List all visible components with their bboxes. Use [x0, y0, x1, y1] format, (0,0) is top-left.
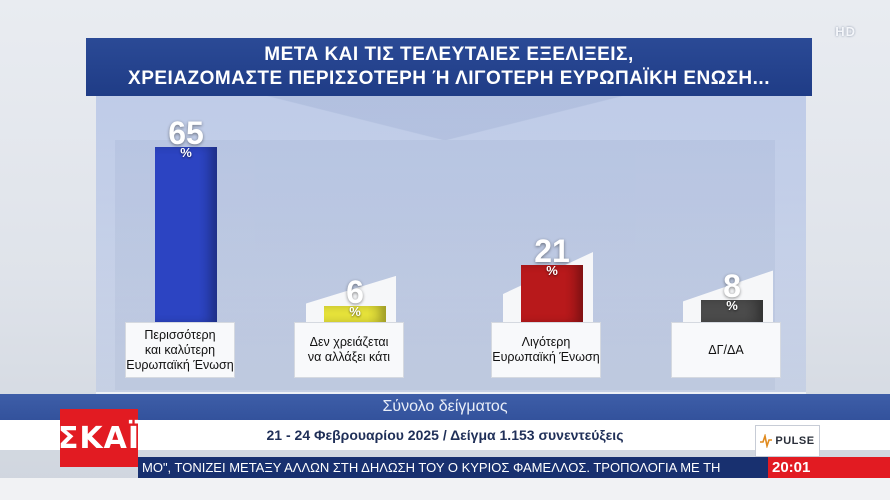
category-label-2: Δεν χρειάζεται να αλλάξει κάτι [294, 322, 404, 378]
bar-unit-label-2: % [349, 303, 361, 319]
bar-unit-label-4: % [726, 298, 738, 314]
category-label-3: Λιγότερη Ευρωπαϊκή Ένωση [491, 322, 601, 378]
bar-1 [155, 147, 217, 322]
ticker-text: ΜΟ", ΤΟΝΙΖΕΙ ΜΕΤΑΞΥ ΑΛΛΩΝ ΣΤΗ ΔΗΛΩΣΗ ΤΟΥ… [142, 460, 721, 475]
bottom-strip [0, 478, 890, 500]
skai-logo: ΣΚΑΪ [58, 409, 139, 467]
chart-baseline [96, 392, 806, 394]
bar-value-label-1: 65 [168, 115, 204, 151]
bar-value-label-4: 8 [723, 268, 741, 305]
category-text-2: Δεν χρειάζεται να αλλάξει κάτι [307, 335, 391, 364]
bar-4 [701, 300, 763, 322]
bar-3 [521, 265, 583, 322]
bar-unit-label-1: % [180, 145, 192, 160]
pollster-name: PULSE [775, 435, 815, 447]
broadcast-clock: 20:01 [768, 457, 890, 478]
category-text-3: Λιγότερη Ευρωπαϊκή Ένωση [492, 335, 600, 364]
chart-title-band: ΜΕΤΑ ΚΑΙ ΤΙΣ ΤΕΛΕΥΤΑΙΕΣ ΕΞΕΛΙΞΕΙΣ, ΧΡΕΙΑ… [86, 38, 812, 96]
pulse-logo: PULSE [755, 425, 820, 457]
chart-title-line-2: ΧΡΕΙΑΖΟΜΑΣΤΕ ΠΕΡΙΣΣΟΤΕΡΗ Ή ΛΙΓΟΤΕΡΗ ΕΥΡΩ… [128, 68, 770, 89]
survey-date-info: 21 - 24 Φεβρουαρίου 2025 / Δείγμα 1.153 … [0, 420, 890, 450]
category-label-4: ΔΓ/ΔΑ [671, 322, 781, 378]
pulse-wave-icon [760, 434, 773, 448]
hd-badge: HD [835, 24, 856, 39]
bar-value-label-3: 21 [534, 233, 570, 270]
category-label-1: Περισσότερη και καλύτερη Ευρωπαϊκή Ένωση [125, 322, 235, 378]
category-text-4: ΔΓ/ΔΑ [708, 342, 744, 357]
category-text-1: Περισσότερη και καλύτερη Ευρωπαϊκή Ένωση [126, 327, 234, 372]
chart-title-line-1: ΜΕΤΑ ΚΑΙ ΤΙΣ ΤΕΛΕΥΤΑΙΕΣ ΕΞΕΛΙΞΕΙΣ, [264, 44, 634, 65]
news-ticker: ΜΟ", ΤΟΝΙΖΕΙ ΜΕΤΑΞΥ ΑΛΛΩΝ ΣΤΗ ΔΗΛΩΣΗ ΤΟΥ… [138, 457, 768, 478]
bar-unit-label-3: % [546, 263, 558, 279]
bar-2 [324, 305, 386, 322]
bar-value-label-2: 6 [346, 273, 364, 310]
sample-label: Σύνολο δείγματος [0, 394, 890, 420]
